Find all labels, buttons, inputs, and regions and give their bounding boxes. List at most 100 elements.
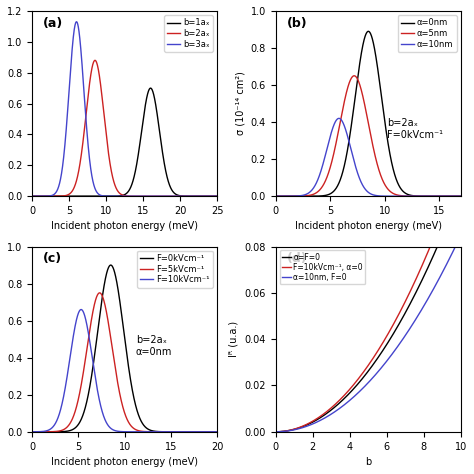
b=3aₓ bbox=[191, 193, 197, 199]
b=2aₓ bbox=[29, 193, 35, 199]
b=3aₓ bbox=[73, 19, 79, 25]
F=5kVcm⁻¹ bbox=[108, 338, 114, 344]
α=0nm bbox=[352, 97, 357, 103]
α=F=0 bbox=[373, 358, 379, 364]
b=2aₓ bbox=[50, 193, 56, 199]
α=F=0 bbox=[425, 265, 430, 271]
F=5kVcm⁻¹ bbox=[211, 429, 217, 435]
F=10kVcm⁻¹, α=0 bbox=[425, 250, 430, 256]
Text: (c): (c) bbox=[43, 252, 62, 265]
F=10kVcm⁻¹ bbox=[61, 391, 67, 397]
b=3aₓ bbox=[100, 193, 106, 199]
F=0kVcm⁻¹ bbox=[61, 428, 67, 434]
Line: F=10kVcm⁻¹, α=0: F=10kVcm⁻¹, α=0 bbox=[276, 165, 461, 432]
Line: α=10nm, F=0: α=10nm, F=0 bbox=[276, 235, 461, 432]
b=1aₓ bbox=[148, 85, 154, 91]
F=10kVcm⁻¹, α=0 bbox=[373, 351, 379, 356]
b=1aₓ bbox=[211, 193, 217, 199]
b=1aₓ bbox=[214, 193, 220, 199]
b=2aₓ bbox=[108, 167, 114, 173]
F=10kVcm⁻¹ bbox=[211, 429, 217, 435]
Legend: α=F=0, F=10kVcm⁻¹, α=0, α=10nm, F=0: α=F=0, F=10kVcm⁻¹, α=0, α=10nm, F=0 bbox=[280, 250, 365, 284]
Text: b=2aₓ
α=0nm: b=2aₓ α=0nm bbox=[136, 336, 172, 357]
α=5nm bbox=[351, 73, 357, 79]
F=10kVcm⁻¹, α=0 bbox=[361, 369, 366, 374]
F=0kVcm⁻¹ bbox=[29, 429, 35, 435]
Line: α=5nm: α=5nm bbox=[276, 76, 461, 196]
α=5nm bbox=[273, 193, 279, 199]
Line: b=3aₓ: b=3aₓ bbox=[32, 22, 217, 196]
F=10kVcm⁻¹ bbox=[100, 412, 106, 418]
Line: α=F=0: α=F=0 bbox=[276, 189, 461, 432]
Y-axis label: σ (10⁻¹⁴ cm²): σ (10⁻¹⁴ cm²) bbox=[235, 72, 245, 136]
b=3aₓ bbox=[29, 193, 35, 199]
b=2aₓ bbox=[191, 193, 197, 199]
b=3aₓ bbox=[61, 150, 67, 155]
α=F=0 bbox=[361, 374, 366, 380]
Text: (a): (a) bbox=[43, 17, 64, 29]
F=10kVcm⁻¹ bbox=[214, 429, 220, 435]
α=10nm bbox=[352, 161, 358, 167]
b=1aₓ bbox=[108, 193, 114, 199]
F=5kVcm⁻¹ bbox=[29, 429, 35, 435]
F=0kVcm⁻¹ bbox=[191, 429, 197, 435]
Line: F=0kVcm⁻¹: F=0kVcm⁻¹ bbox=[32, 265, 217, 432]
α=10nm bbox=[458, 193, 464, 199]
α=10nm bbox=[273, 193, 279, 199]
X-axis label: Incident photon energy (meV): Incident photon energy (meV) bbox=[295, 221, 442, 231]
α=10nm, F=0 bbox=[454, 241, 459, 247]
F=0kVcm⁻¹ bbox=[108, 262, 114, 268]
F=5kVcm⁻¹ bbox=[50, 429, 56, 435]
F=10kVcm⁻¹, α=0 bbox=[273, 429, 279, 435]
α=10nm, F=0 bbox=[362, 383, 368, 389]
b=1aₓ bbox=[100, 193, 106, 199]
Legend: b=1aₓ, b=2aₓ, b=3aₓ: b=1aₓ, b=2aₓ, b=3aₓ bbox=[164, 15, 213, 52]
b=2aₓ bbox=[100, 104, 106, 109]
F=0kVcm⁻¹ bbox=[214, 429, 220, 435]
Text: (d): (d) bbox=[287, 252, 308, 265]
α=5nm bbox=[305, 193, 310, 199]
F=0kVcm⁻¹ bbox=[108, 262, 114, 268]
α=10nm, F=0 bbox=[373, 371, 379, 377]
F=0kVcm⁻¹ bbox=[211, 429, 217, 435]
F=10kVcm⁻¹, α=0 bbox=[454, 175, 459, 181]
F=5kVcm⁻¹ bbox=[214, 429, 220, 435]
X-axis label: Incident photon energy (meV): Incident photon energy (meV) bbox=[51, 221, 198, 231]
F=10kVcm⁻¹, α=0 bbox=[362, 367, 368, 373]
F=0kVcm⁻¹ bbox=[50, 429, 56, 435]
b=1aₓ bbox=[61, 193, 67, 199]
α=F=0 bbox=[383, 343, 389, 348]
α=F=0 bbox=[362, 373, 368, 378]
Line: b=2aₓ: b=2aₓ bbox=[32, 60, 217, 196]
α=F=0 bbox=[273, 429, 279, 435]
α=5nm bbox=[294, 193, 300, 199]
b=2aₓ bbox=[61, 193, 67, 199]
b=3aₓ bbox=[211, 193, 217, 199]
Line: α=0nm: α=0nm bbox=[276, 31, 461, 196]
α=10nm bbox=[294, 193, 300, 199]
α=0nm bbox=[435, 193, 440, 199]
b=3aₓ bbox=[50, 192, 56, 198]
F=5kVcm⁻¹ bbox=[61, 427, 67, 432]
F=5kVcm⁻¹ bbox=[97, 290, 102, 296]
α=5nm bbox=[458, 193, 464, 199]
α=0nm bbox=[305, 193, 310, 199]
b=1aₓ bbox=[191, 193, 197, 199]
b=1aₓ bbox=[50, 193, 56, 199]
α=10nm bbox=[455, 193, 460, 199]
α=10nm, F=0 bbox=[383, 359, 389, 365]
b=2aₓ bbox=[92, 57, 98, 63]
F=0kVcm⁻¹ bbox=[100, 289, 106, 295]
α=10nm bbox=[344, 131, 350, 137]
b=1aₓ bbox=[29, 193, 35, 199]
α=5nm bbox=[352, 73, 358, 79]
F=10kVcm⁻¹ bbox=[29, 429, 35, 435]
F=5kVcm⁻¹ bbox=[100, 295, 106, 301]
α=0nm bbox=[344, 151, 350, 157]
α=10nm, F=0 bbox=[458, 232, 464, 238]
b=3aₓ bbox=[108, 193, 114, 199]
Y-axis label: Iᴿ (u.a.): Iᴿ (u.a.) bbox=[229, 321, 239, 357]
F=10kVcm⁻¹, α=0 bbox=[383, 335, 389, 340]
Line: α=10nm: α=10nm bbox=[276, 118, 461, 196]
Line: F=5kVcm⁻¹: F=5kVcm⁻¹ bbox=[32, 293, 217, 432]
